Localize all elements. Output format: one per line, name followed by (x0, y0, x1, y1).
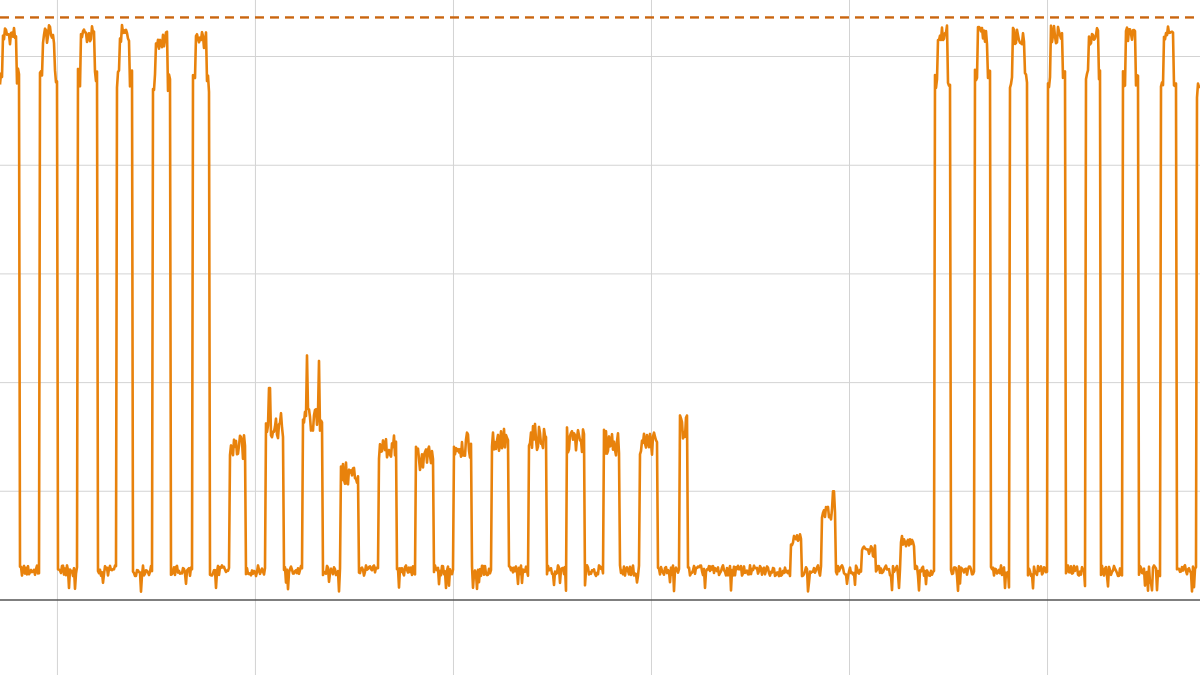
series-line (0, 23, 1200, 593)
